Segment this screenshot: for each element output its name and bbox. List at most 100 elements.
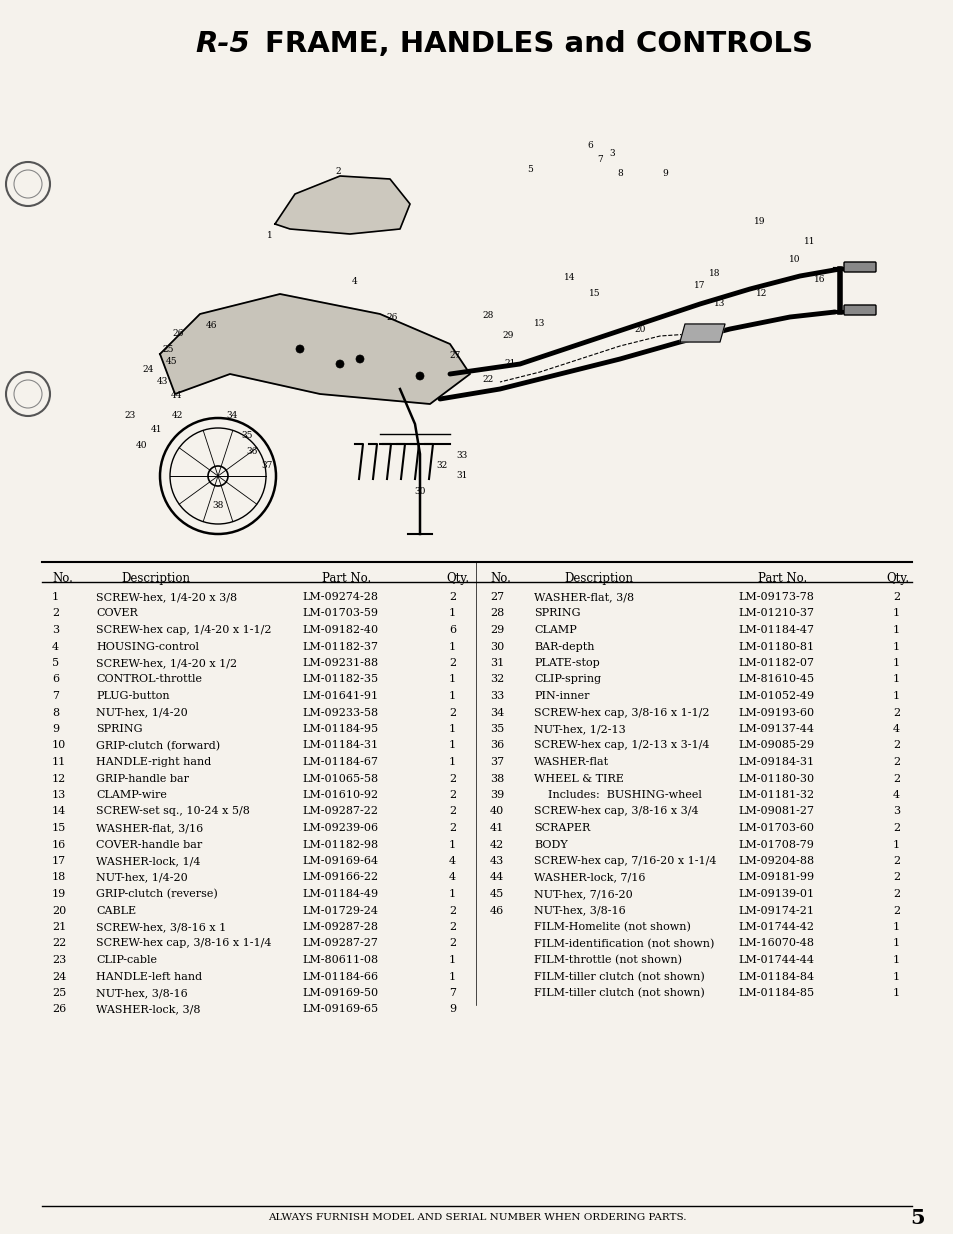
Text: 11: 11	[803, 237, 815, 247]
Polygon shape	[160, 294, 470, 404]
Text: LM-01610-92: LM-01610-92	[302, 790, 377, 800]
Text: NUT-hex, 3/8-16: NUT-hex, 3/8-16	[534, 906, 625, 916]
Text: 15: 15	[52, 823, 66, 833]
Text: 42: 42	[172, 411, 182, 421]
Text: SCREW-hex, 1/4-20 x 1/2: SCREW-hex, 1/4-20 x 1/2	[96, 658, 237, 668]
Text: LM-01180-81: LM-01180-81	[738, 642, 813, 652]
Text: LM-09231-88: LM-09231-88	[302, 658, 377, 668]
Text: FILM-tiller clutch (not shown): FILM-tiller clutch (not shown)	[534, 971, 704, 982]
Text: 5: 5	[526, 164, 533, 174]
Polygon shape	[274, 176, 410, 234]
Text: NUT-hex, 1/4-20: NUT-hex, 1/4-20	[96, 872, 188, 882]
Text: 42: 42	[490, 839, 504, 849]
Text: 1: 1	[449, 642, 456, 652]
Text: 7: 7	[449, 988, 456, 998]
Text: 28: 28	[482, 311, 493, 321]
Text: LM-01729-24: LM-01729-24	[302, 906, 377, 916]
Text: HANDLE-left hand: HANDLE-left hand	[96, 971, 202, 981]
Text: 46: 46	[490, 906, 504, 916]
Text: WASHER-flat: WASHER-flat	[534, 756, 608, 768]
Text: 2: 2	[449, 592, 456, 602]
Text: 2: 2	[449, 922, 456, 932]
Text: 13: 13	[714, 300, 725, 308]
Text: LM-80611-08: LM-80611-08	[302, 955, 377, 965]
Text: 12: 12	[52, 774, 66, 784]
Text: 3: 3	[892, 807, 899, 817]
Text: LM-09169-65: LM-09169-65	[302, 1004, 377, 1014]
Text: 32: 32	[490, 675, 504, 685]
Text: HOUSING-control: HOUSING-control	[96, 642, 199, 652]
Text: SCRAPER: SCRAPER	[534, 823, 590, 833]
Text: 2: 2	[52, 608, 59, 618]
Text: LM-09174-21: LM-09174-21	[738, 906, 813, 916]
Text: LM-09287-22: LM-09287-22	[302, 807, 377, 817]
Text: 19: 19	[754, 217, 765, 227]
Text: 33: 33	[456, 452, 467, 460]
Text: SCREW-hex cap, 7/16-20 x 1-1/4: SCREW-hex cap, 7/16-20 x 1-1/4	[534, 856, 716, 866]
Text: 1: 1	[892, 642, 899, 652]
Text: FRAME, HANDLES and CONTROLS: FRAME, HANDLES and CONTROLS	[265, 30, 812, 58]
Text: 20: 20	[52, 906, 66, 916]
Text: LM-01181-32: LM-01181-32	[738, 790, 813, 800]
Text: 4: 4	[52, 642, 59, 652]
Text: 5: 5	[910, 1208, 924, 1228]
Text: 14: 14	[563, 274, 576, 283]
Text: 2: 2	[449, 939, 456, 949]
Text: 24: 24	[52, 971, 66, 981]
Text: 1: 1	[892, 939, 899, 949]
Text: 33: 33	[490, 691, 504, 701]
Text: 3: 3	[609, 149, 614, 158]
Text: 40: 40	[490, 807, 504, 817]
Text: LM-09085-29: LM-09085-29	[738, 740, 813, 750]
Text: 2: 2	[892, 856, 899, 866]
Text: 1: 1	[892, 988, 899, 998]
Text: 39: 39	[490, 790, 504, 800]
Text: 26: 26	[172, 329, 184, 338]
Text: 1: 1	[892, 955, 899, 965]
Text: 4: 4	[352, 276, 357, 285]
Text: LM-09287-27: LM-09287-27	[302, 939, 377, 949]
Text: LM-01182-98: LM-01182-98	[302, 839, 377, 849]
Text: 25: 25	[52, 988, 66, 998]
Text: 2: 2	[892, 592, 899, 602]
Text: 7: 7	[52, 691, 59, 701]
Text: 17: 17	[52, 856, 66, 866]
Text: BAR-depth: BAR-depth	[534, 642, 594, 652]
Text: NUT-hex, 1/2-13: NUT-hex, 1/2-13	[534, 724, 625, 734]
Text: SCREW-hex cap, 1/2-13 x 3-1/4: SCREW-hex cap, 1/2-13 x 3-1/4	[534, 740, 709, 750]
Text: LM-01708-79: LM-01708-79	[738, 839, 813, 849]
Text: LM-09166-22: LM-09166-22	[302, 872, 377, 882]
Text: LM-01182-35: LM-01182-35	[302, 675, 377, 685]
Text: 4: 4	[449, 872, 456, 882]
Text: 21: 21	[504, 359, 516, 369]
Text: 1: 1	[449, 888, 456, 900]
FancyBboxPatch shape	[843, 305, 875, 315]
Text: 2: 2	[892, 774, 899, 784]
Polygon shape	[679, 325, 724, 342]
Text: LM-09233-58: LM-09233-58	[302, 707, 377, 717]
Text: 1: 1	[892, 675, 899, 685]
Text: Description: Description	[564, 573, 633, 585]
Text: 13: 13	[534, 320, 545, 328]
Text: WASHER-lock, 3/8: WASHER-lock, 3/8	[96, 1004, 200, 1014]
Text: 2: 2	[449, 774, 456, 784]
Text: LM-09182-40: LM-09182-40	[302, 624, 377, 636]
Text: 22: 22	[52, 939, 66, 949]
Text: SCREW-hex cap, 3/8-16 x 1-1/2: SCREW-hex cap, 3/8-16 x 1-1/2	[534, 707, 709, 717]
Text: 4: 4	[449, 856, 456, 866]
Text: 10: 10	[788, 254, 800, 264]
Text: SCREW-hex, 1/4-20 x 3/8: SCREW-hex, 1/4-20 x 3/8	[96, 592, 237, 602]
Text: 2: 2	[892, 888, 899, 900]
Text: 15: 15	[589, 290, 600, 299]
Circle shape	[295, 346, 304, 353]
Text: 8: 8	[617, 169, 622, 179]
Text: LM-01184-31: LM-01184-31	[302, 740, 377, 750]
Text: 21: 21	[52, 922, 66, 932]
Text: LM-01182-37: LM-01182-37	[302, 642, 377, 652]
Text: NUT-hex, 1/4-20: NUT-hex, 1/4-20	[96, 707, 188, 717]
Text: 37: 37	[490, 756, 503, 768]
Text: WHEEL & TIRE: WHEEL & TIRE	[534, 774, 623, 784]
Text: 1: 1	[449, 691, 456, 701]
Text: LM-09204-88: LM-09204-88	[738, 856, 813, 866]
Text: SCREW-hex cap, 3/8-16 x 3/4: SCREW-hex cap, 3/8-16 x 3/4	[534, 807, 698, 817]
